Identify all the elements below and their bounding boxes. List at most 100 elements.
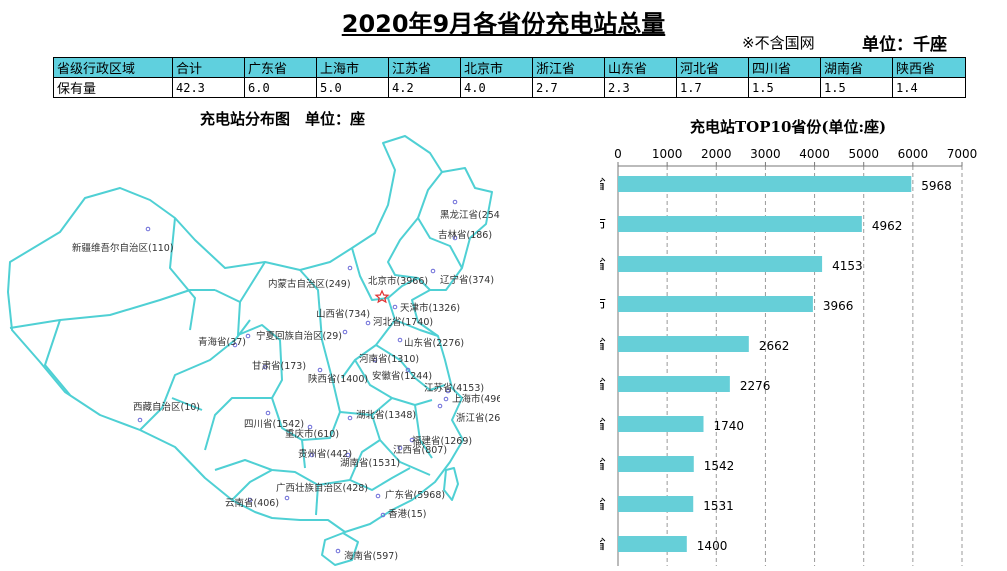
chart-data-label: 4962 <box>872 219 903 233</box>
province-label: 山西省(734) <box>316 308 370 320</box>
province-label: 江西省(807) <box>393 444 447 456</box>
province-marker <box>372 357 378 363</box>
province-label: 安徽省(1244) <box>372 370 432 382</box>
summary-value-cell: 1.4 <box>892 77 966 98</box>
province-label: 河南省(1310) <box>359 353 419 365</box>
chart-x-tick-label: 2000 <box>701 147 732 161</box>
summary-header-cell: 湖南省 <box>820 57 893 78</box>
summary-value-cell: 4.2 <box>388 77 461 98</box>
province-marker <box>397 337 403 343</box>
map-labels: 黑龙江省(254) 吉林省(186) 辽宁省(374) 内蒙古自治区(249) 北京市(… <box>72 209 500 562</box>
province-label: 浙江省(2662) <box>456 412 500 424</box>
province-label: 西藏自治区(10) <box>133 401 200 413</box>
province-marker <box>247 497 253 503</box>
unit-label: 单位：千座 <box>862 35 947 55</box>
province-label: 黑龙江省(254) <box>440 209 500 221</box>
province-marker <box>347 265 353 271</box>
summary-header-cell: 广东省 <box>244 57 317 78</box>
province-label: 内蒙古自治区(249) <box>268 278 351 290</box>
summary-header-cell: 省级行政区域 <box>53 57 173 78</box>
province-marker <box>375 493 381 499</box>
top10-bar-chart: 0 1000 2000 3000 4000 5000 6000 7000 广东省上海市江苏省北… <box>600 147 978 566</box>
province-marker <box>445 388 451 394</box>
chart-bar <box>618 376 730 392</box>
summary-header-cell: 山东省 <box>604 57 677 78</box>
summary-header-cell: 浙江省 <box>532 57 605 78</box>
province-marker <box>262 364 268 370</box>
province-marker <box>345 452 351 458</box>
summary-value-cell: 5.0 <box>316 77 389 98</box>
province-label: 广东省(5968) <box>385 489 445 501</box>
summary-value-cell: 1.5 <box>820 77 893 98</box>
chart-category-label: 北京市 <box>600 296 606 313</box>
province-marker <box>245 333 251 339</box>
chart-x-tick-label: 7000 <box>947 147 978 161</box>
province-label: 辽宁省(374) <box>440 274 494 286</box>
summary-header-cell: 上海市 <box>316 57 389 78</box>
chart-data-label: 4153 <box>832 259 863 273</box>
chart-data-label: 1400 <box>697 539 728 553</box>
province-label: 广西壮族自治区(428) <box>276 482 368 494</box>
chart-bar <box>618 216 862 232</box>
summary-value-cell: 2.3 <box>604 77 677 98</box>
chart-data-label: 1740 <box>714 419 745 433</box>
province-marker <box>380 512 386 518</box>
province-marker <box>232 342 238 348</box>
province-marker <box>317 367 323 373</box>
summary-header-cell: 北京市 <box>460 57 533 78</box>
chart-gridlines <box>666 166 963 566</box>
province-marker <box>392 304 398 310</box>
chart-category-label: 四川省 <box>600 457 606 473</box>
province-label: 甘肃省(173) <box>252 360 306 372</box>
province-label: 四川省(1542) <box>244 418 304 430</box>
province-marker <box>409 437 415 443</box>
province-label: 陕西省(1400) <box>308 373 368 385</box>
summary-value-cell: 2.7 <box>532 77 605 98</box>
chart-bar <box>618 296 813 312</box>
map-title: 充电站分布图 单位：座 <box>200 110 366 128</box>
province-marker <box>309 452 315 458</box>
chart-x-tick-label: 3000 <box>750 147 781 161</box>
chart-bar <box>618 176 912 192</box>
province-marker <box>347 415 353 421</box>
province-marker <box>397 445 403 451</box>
china-map: 黑龙江省(254) 吉林省(186) 辽宁省(374) 内蒙古自治区(249) 北京市(… <box>7 135 500 566</box>
map-outline <box>7 135 493 566</box>
summary-header-cell: 江苏省 <box>388 57 461 78</box>
summary-header-cell: 陕西省 <box>892 57 966 78</box>
province-label: 云南省(406) <box>225 497 279 509</box>
province-label: 吉林省(186) <box>438 229 492 241</box>
province-label: 山东省(2276) <box>404 337 464 349</box>
chart-data-label: 1542 <box>704 459 735 473</box>
province-label: 湖南省(1531) <box>340 457 400 469</box>
summary-header-cell: 四川省 <box>748 57 821 78</box>
province-marker <box>365 320 371 326</box>
chart-data-label: 1531 <box>703 499 734 513</box>
chart-category-label: 山东省 <box>600 377 606 393</box>
chart-category-label: 河北省 <box>600 417 606 433</box>
province-label: 福建省(1269) <box>412 435 472 447</box>
chart-category-label: 上海市 <box>600 216 606 233</box>
province-marker <box>265 410 271 416</box>
chart-bars <box>618 176 912 552</box>
province-marker <box>342 329 348 335</box>
province-marker <box>284 495 290 501</box>
province-marker <box>437 403 443 409</box>
province-label: 海南省(597) <box>344 550 398 562</box>
summary-value-cell: 4.0 <box>460 77 533 98</box>
chart-data-labels: 5968 4962 4153 3966 2662 2276 1740 1542 1531 1400 <box>697 179 952 553</box>
summary-value-cell: 6.0 <box>244 77 317 98</box>
chart-x-tick-label: 1000 <box>652 147 683 161</box>
chart-data-label: 2662 <box>759 339 790 353</box>
chart-category-label: 陕西省 <box>600 537 606 553</box>
province-label: 北京市(3966) <box>368 275 428 287</box>
province-label: 宁夏回族自治区(29) <box>256 330 342 342</box>
chart-bar <box>618 256 823 272</box>
summary-value-row: 保有量 42.3 6.0 5.0 4.2 4.0 2.7 2.3 1.7 1.5… <box>53 77 966 98</box>
chart-title: 充电站TOP10省份(单位:座) <box>690 118 887 136</box>
summary-header-cell: 合计 <box>172 57 245 78</box>
chart-category-label: 湖南省 <box>600 497 606 513</box>
province-marker <box>430 268 436 274</box>
province-marker <box>452 199 458 205</box>
chart-bar <box>618 536 687 552</box>
